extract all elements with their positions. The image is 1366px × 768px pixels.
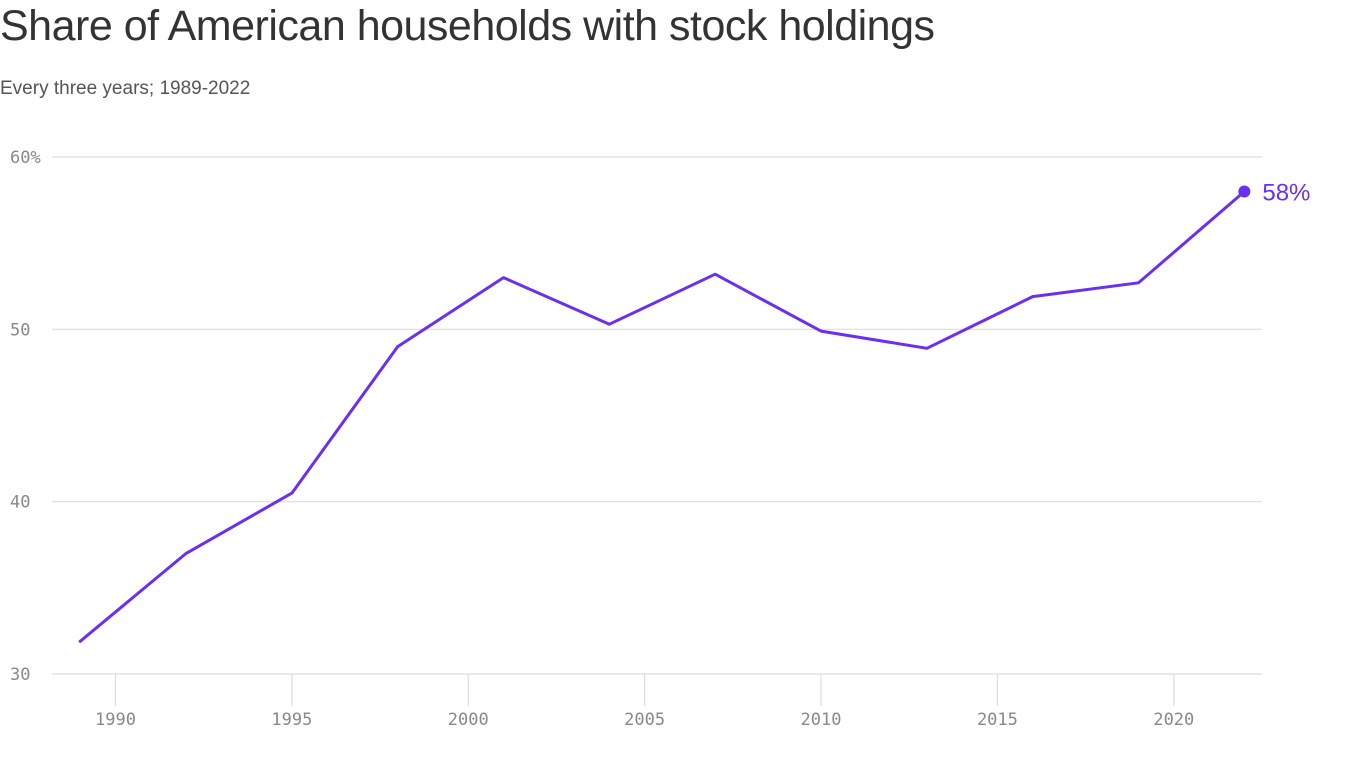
series-line [78, 190, 1246, 643]
y-tick-label: 50 [10, 320, 30, 340]
x-tick-label: 2000 [448, 710, 489, 730]
x-tick-label: 2015 [977, 710, 1018, 730]
chart-title: Share of American households with stock … [0, 2, 935, 50]
x-tick-label: 2005 [624, 710, 665, 730]
x-tick-label: 2010 [801, 710, 842, 730]
y-tick-label: 60% [10, 148, 41, 168]
x-tick-label: 1990 [95, 710, 136, 730]
chart-subtitle: Every three years; 1989-2022 [0, 78, 251, 99]
y-tick-label: 40 [10, 493, 30, 513]
y-tick-label: 30 [10, 665, 30, 685]
end-point-marker [1238, 185, 1251, 198]
x-tick-label: 2020 [1153, 710, 1194, 730]
x-tick-label: 1995 [271, 710, 312, 730]
end-value-label: 58% [1262, 179, 1310, 206]
